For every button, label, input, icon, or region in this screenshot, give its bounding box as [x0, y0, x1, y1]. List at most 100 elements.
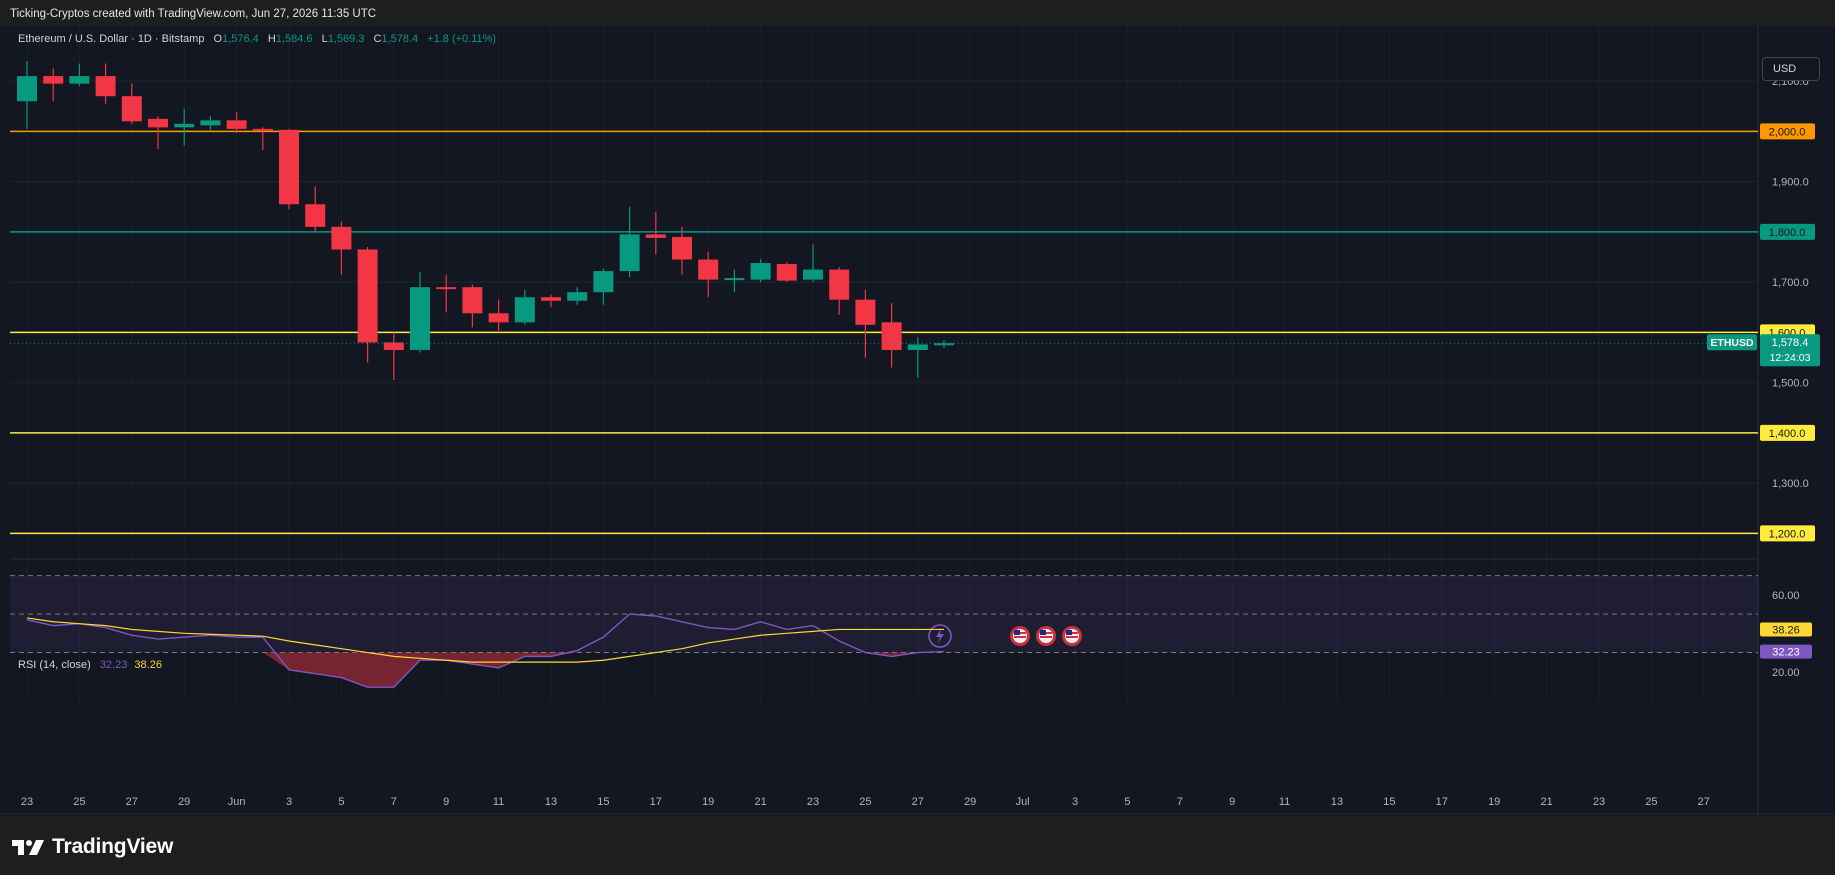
candle-body [252, 128, 273, 131]
horizontal-levels [10, 130, 1758, 535]
candle-body [541, 297, 561, 301]
rsi-value: 32.23 [100, 659, 128, 671]
price-tick: 1,500.0 [1772, 378, 1809, 390]
legend-open-value: 1,576.4 [222, 33, 259, 45]
time-tick: 5 [338, 796, 344, 808]
time-tick: 21 [1540, 796, 1552, 808]
candle-body [331, 226, 352, 250]
candle-body [645, 234, 666, 238]
time-tick: 19 [702, 796, 714, 808]
rsi-legend: RSI (14, close) 32.23 38.26 [18, 659, 162, 671]
legend-line: Ethereum / U.S. Dollar · 1D · Bitstamp O… [18, 33, 496, 45]
time-tick: 27 [912, 796, 924, 808]
time-tick: 17 [1436, 796, 1448, 808]
candle-body [17, 76, 37, 102]
us-flag-event-icon[interactable] [1010, 626, 1030, 646]
chart-credit: Ticking-Cryptos created with TradingView… [0, 0, 1835, 28]
time-tick: 11 [1279, 796, 1290, 808]
time-tick: 29 [964, 796, 976, 808]
level-label-bg [1760, 424, 1815, 441]
candlestick-chart[interactable]: Ethereum / U.S. Dollar · 1D · Bitstamp O… [0, 26, 1835, 816]
brand-name: TradingView [52, 835, 174, 858]
candle-body [305, 204, 326, 227]
candle-body [200, 120, 221, 126]
candle-body [226, 120, 247, 129]
level-label: 2,000.0 [1769, 126, 1806, 138]
candle-body [750, 263, 771, 280]
time-tick: 27 [1698, 796, 1710, 808]
last-price-label: ETHUSD 1,578.4 12:24:03 [1707, 334, 1820, 367]
level-label: 1,400.0 [1769, 428, 1806, 440]
us-flag-event-icon[interactable] [1036, 626, 1056, 646]
candle-body [619, 234, 640, 272]
candle-body [672, 236, 692, 260]
rsi-pane[interactable]: 60.00 20.00 38.26 32.23 [10, 575, 1812, 688]
legend-symbol: Ethereum / U.S. Dollar · 1D · Bitstamp [18, 33, 204, 45]
time-tick: 25 [73, 796, 85, 808]
candle-body [724, 278, 745, 281]
candle-body [69, 76, 90, 84]
countdown: 12:24:03 [1770, 352, 1811, 364]
legend-high-label: H [268, 33, 276, 45]
candle-body [383, 342, 404, 350]
time-tick: 9 [1229, 796, 1235, 808]
brand[interactable]: TradingView [12, 834, 173, 860]
time-tick: 25 [859, 796, 871, 808]
time-tick: Jun [228, 796, 246, 808]
legend-high-value: 1,584.6 [276, 33, 313, 45]
symbol-tag: ETHUSD [1710, 337, 1754, 349]
rsi-tick: 60.00 [1772, 590, 1800, 602]
legend-open-label: O [214, 33, 223, 45]
rsi-value-label-bg [1760, 644, 1812, 659]
rsi-line [26, 613, 945, 688]
symbol-tag-bg [1707, 334, 1757, 351]
legend-close-value: 1,578.4 [381, 33, 418, 45]
level-label-bg [1760, 123, 1815, 140]
lightning-event-icon[interactable] [928, 624, 952, 648]
legend-low-value: 1,569.3 [328, 33, 365, 45]
price-tick: 1,700.0 [1772, 277, 1809, 289]
rsi-ma-line [26, 617, 944, 663]
tradingview-logo-icon [12, 840, 44, 855]
last-price-bg [1760, 334, 1820, 367]
legend-change: +1.8 (+0.11%) [427, 33, 496, 45]
time-tick: 11 [493, 796, 504, 808]
time-tick: 7 [1177, 796, 1183, 808]
time-tick: 19 [1488, 796, 1500, 808]
footer: TradingView [0, 816, 1835, 875]
level-label-bg [1760, 525, 1815, 542]
time-tick: 15 [597, 796, 609, 808]
time-tick: 23 [1593, 796, 1605, 808]
candle-body [829, 269, 850, 300]
candle-body [593, 271, 614, 293]
time-axis: 23 25 27 29 Jun 3 5 7 9 11 13 15 17 19 21 23 25 27 29 Jul 3 5… [21, 796, 1710, 808]
rsi-ma-value: 38.26 [134, 659, 162, 671]
price-tick: 1,900.0 [1772, 177, 1809, 189]
time-tick: 3 [1072, 796, 1078, 808]
candle-body [410, 287, 430, 350]
legend-low-label: L [322, 33, 328, 45]
level-label: 1,200.0 [1769, 528, 1806, 540]
event-markers[interactable] [928, 624, 1082, 648]
us-flag-event-icon[interactable] [1062, 626, 1082, 646]
candle-body [907, 344, 928, 350]
candle-body [43, 76, 64, 84]
rsi-value-label: 32.23 [1772, 647, 1800, 659]
time-tick: 5 [1124, 796, 1130, 808]
rsi-title: RSI (14, close) [18, 659, 91, 671]
time-tick: Jul [1016, 796, 1030, 808]
candle-body [881, 322, 902, 350]
time-tick: 7 [391, 796, 397, 808]
candle-body [698, 259, 719, 280]
candle-body [855, 299, 876, 325]
rsi-oversold-fill [27, 652, 944, 688]
last-price-value: 1,578.4 [1772, 337, 1809, 349]
candle-body [121, 96, 142, 122]
time-tick: 27 [126, 796, 138, 808]
level-label: 1,800.0 [1769, 227, 1806, 239]
rsi-tick: 20.00 [1772, 667, 1800, 679]
candle-body [279, 129, 299, 205]
currency-button[interactable]: USD [1762, 57, 1820, 81]
candle-body [357, 249, 378, 343]
candle-body [436, 287, 457, 290]
